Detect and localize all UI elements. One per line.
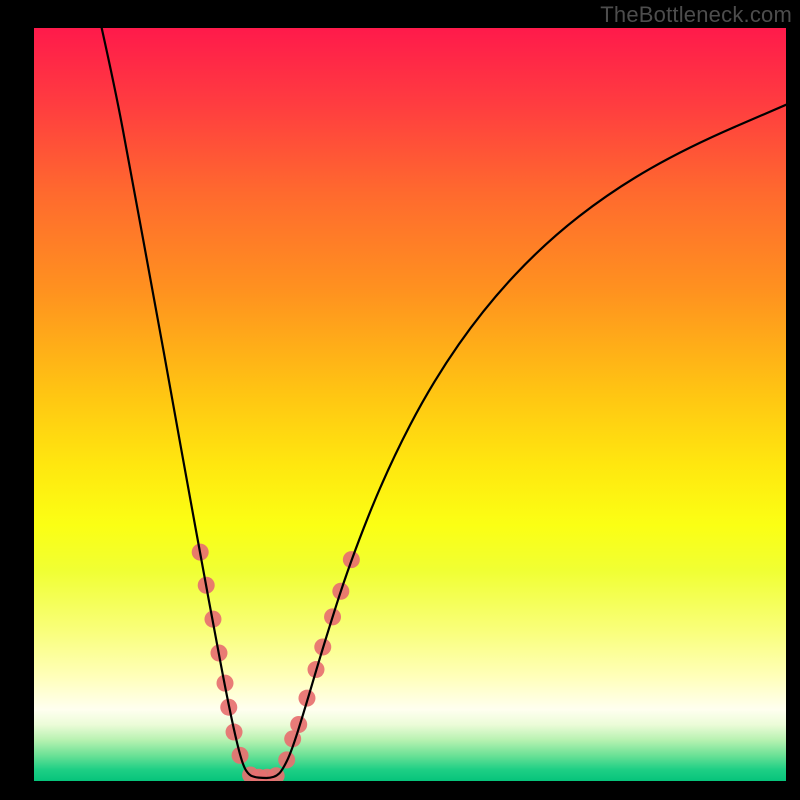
chart-background xyxy=(34,28,786,781)
watermark-text: TheBottleneck.com xyxy=(600,2,792,28)
chart-svg xyxy=(34,28,786,781)
chart-plot-area xyxy=(34,28,786,781)
